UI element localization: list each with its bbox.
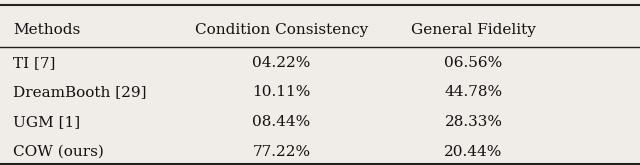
- Text: 77.22%: 77.22%: [253, 145, 310, 159]
- Text: 08.44%: 08.44%: [252, 115, 311, 129]
- Text: 28.33%: 28.33%: [445, 115, 502, 129]
- Text: 10.11%: 10.11%: [252, 85, 311, 99]
- Text: UGM [1]: UGM [1]: [13, 115, 80, 129]
- Text: 06.56%: 06.56%: [444, 56, 503, 70]
- Text: TI [7]: TI [7]: [13, 56, 55, 70]
- Text: 20.44%: 20.44%: [444, 145, 503, 159]
- Text: Condition Consistency: Condition Consistency: [195, 23, 368, 37]
- Text: DreamBooth [29]: DreamBooth [29]: [13, 85, 147, 99]
- Text: COW (ours): COW (ours): [13, 145, 104, 159]
- Text: General Fidelity: General Fidelity: [411, 23, 536, 37]
- Text: 04.22%: 04.22%: [252, 56, 311, 70]
- Text: 44.78%: 44.78%: [445, 85, 502, 99]
- Text: Methods: Methods: [13, 23, 80, 37]
